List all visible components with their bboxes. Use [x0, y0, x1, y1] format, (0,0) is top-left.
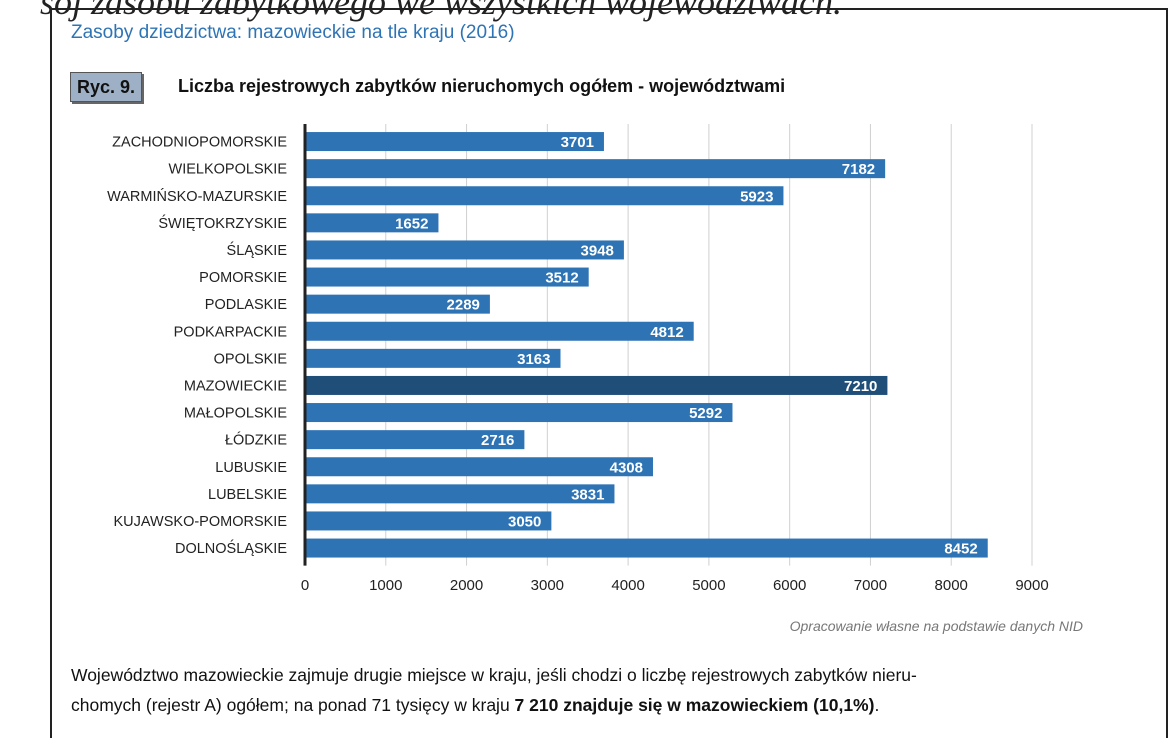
bar-value-label: 7182	[842, 161, 875, 178]
figure-label: Ryc. 9.	[70, 72, 143, 102]
bar	[305, 294, 490, 314]
bar	[305, 430, 525, 450]
figure-title: Liczba rejestrowych zabytków nieruchomyc…	[178, 76, 786, 96]
x-tick-label: 7000	[854, 577, 887, 594]
bar-value-label: 3163	[517, 351, 550, 368]
bar	[305, 213, 439, 233]
bar-value-label: 4812	[650, 324, 683, 341]
category-label: LUBELSKIE	[208, 487, 287, 503]
category-label: LUBUSKIE	[215, 460, 287, 476]
bar	[305, 511, 552, 531]
x-tick-label: 8000	[935, 577, 968, 594]
x-tick-label: 0	[301, 577, 309, 594]
bar-value-label: 3701	[561, 134, 594, 151]
source-note: Opracowanie własne na podstawie danych N…	[789, 618, 1083, 634]
bar	[305, 403, 733, 423]
paragraph-line-2-bold: 7 210 znajduje się w mazowieckiem (10,1%…	[514, 695, 875, 715]
labels-layer: 3701 ZACHODNIOPOMORSKIE 7182 WIELKOPOLSKIE 5…	[107, 134, 978, 558]
category-label: ŚWIĘTOKRZYSKIE	[158, 214, 287, 232]
category-label: OPOLSKIE	[214, 351, 288, 367]
bar	[305, 132, 604, 152]
category-label: ŚLĄSKIE	[227, 241, 288, 259]
category-label: ŁÓDZKIE	[225, 432, 287, 449]
partial-top-text: sój zasobu zabytkowego we wszystkich woj…	[0, 0, 1176, 22]
bar	[305, 538, 988, 558]
paragraph-line-2-end: .	[874, 695, 880, 715]
category-label: WARMIŃSKO-MAZURSKIE	[107, 188, 287, 205]
partial-top-text-content: sój zasobu zabytkowego we wszystkich woj…	[40, 0, 842, 22]
category-label: WIELKOPOLSKIE	[169, 162, 288, 178]
page-header: Zasoby dziedzictwa: mazowieckie na tle k…	[71, 22, 515, 43]
bar	[305, 484, 615, 504]
bar-value-label: 3831	[571, 486, 604, 503]
bar-chart: 3701 ZACHODNIOPOMORSKIE 7182 WIELKOPOLSKIE 5…	[107, 124, 1049, 594]
bar-value-label: 3512	[545, 270, 578, 287]
x-tick-label: 5000	[692, 577, 725, 594]
x-tick-label: 6000	[773, 577, 806, 594]
page-frame	[50, 8, 1168, 738]
category-label: DOLNOŚLĄSKIE	[175, 539, 287, 557]
bar	[305, 457, 653, 477]
category-label: POMORSKIE	[199, 270, 287, 286]
bar-value-label: 3948	[581, 242, 614, 259]
bar-value-label: 2716	[481, 432, 514, 449]
bar-value-label: 5923	[740, 188, 773, 205]
bar-value-label: 2289	[447, 297, 480, 314]
category-label: PODLASKIE	[205, 297, 288, 313]
x-tick-label: 3000	[531, 577, 564, 594]
category-label: KUJAWSKO-POMORSKIE	[114, 514, 288, 530]
bar	[305, 159, 886, 179]
bar-value-label: 5292	[689, 405, 722, 422]
bar	[305, 240, 624, 260]
bars-layer	[305, 132, 988, 558]
bar	[305, 267, 589, 287]
bar-value-label: 3050	[508, 513, 541, 530]
bar-value-label: 7210	[844, 378, 877, 395]
paragraph-line-2: chomych (rejestr A) ogółem; na ponad 71 …	[71, 690, 1141, 720]
x-tick-label: 9000	[1015, 577, 1048, 594]
paragraph-line-1: Województwo mazowieckie zajmuje drugie m…	[71, 665, 917, 685]
x-tick-label: 2000	[450, 577, 483, 594]
category-label: PODKARPACKIE	[174, 324, 288, 340]
x-tick-label: 4000	[611, 577, 644, 594]
bar	[305, 186, 784, 206]
bar	[305, 375, 888, 395]
bar-value-label: 4308	[610, 459, 643, 476]
bar	[305, 321, 694, 341]
category-label: MAZOWIECKIE	[184, 378, 287, 394]
x-tick-label: 1000	[369, 577, 402, 594]
paragraph-line-2-plain: chomych (rejestr A) ogółem; na ponad 71 …	[71, 695, 515, 715]
bar-value-label: 1652	[395, 215, 428, 232]
category-label: MAŁOPOLSKIE	[184, 406, 287, 422]
category-label: ZACHODNIOPOMORSKIE	[112, 135, 287, 151]
bar-value-label: 8452	[944, 541, 977, 558]
axis-layer: 0 1000 2000 3000 4000 5000 6000 7000 8000 9000	[301, 124, 1049, 594]
body-paragraph: Województwo mazowieckie zajmuje drugie m…	[71, 660, 1141, 720]
bar	[305, 348, 561, 368]
